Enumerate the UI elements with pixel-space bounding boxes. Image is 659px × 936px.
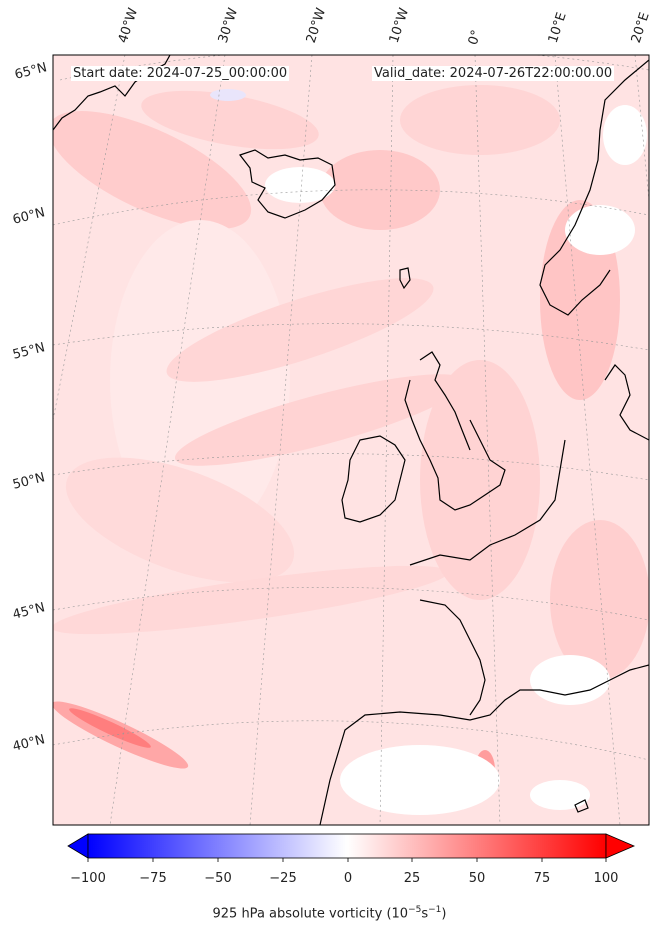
colorbar-tick-marks (87, 858, 607, 862)
map-panel (53, 55, 649, 825)
colorbar-label-exponent-2: −1 (428, 905, 442, 915)
coastlines (53, 55, 649, 825)
norway-coast (539, 59, 649, 316)
colorbar-label-unit: s (421, 906, 429, 922)
colorbar-extend-low (67, 833, 89, 859)
colorbar-tick-label: −50 (204, 871, 232, 886)
colorbar-tick-label: 25 (403, 871, 421, 886)
great-britain-coast (404, 379, 506, 511)
colorbar-tick-label: −25 (269, 871, 297, 886)
colorbar-tick-label: −100 (70, 871, 106, 886)
colorbar-body (87, 833, 607, 859)
valid-date-label: Valid_date: 2024-07-26T22:00:00.00 (372, 66, 615, 81)
balearic-islands (574, 799, 589, 813)
ireland-coast (341, 435, 406, 523)
land-white-areas (265, 105, 647, 815)
colorbar-extend-high (605, 833, 636, 859)
map-frame (52, 54, 650, 826)
colorbar-tick-label: 0 (343, 871, 353, 886)
colorbar-tick-label: 100 (593, 871, 619, 886)
faroe-islands (399, 267, 411, 290)
denmark-coast (604, 364, 649, 441)
colorbar-label-exponent-1: −5 (408, 905, 422, 915)
colorbar-label-close: ) (441, 906, 447, 922)
scotland-coast (419, 351, 471, 451)
iberia-coast (319, 664, 649, 825)
colorbar (67, 833, 636, 862)
start-date-label: Start date: 2024-07-25_00:00:00 (71, 66, 290, 81)
france-coast (409, 439, 566, 566)
colorbar-label: 925 hPa absolute vorticity (10−5s−1) (0, 905, 659, 921)
colorbar-tick-label: −75 (139, 871, 167, 886)
iceland-coast (239, 149, 336, 219)
colorbar-tick-label: 50 (468, 871, 486, 886)
colorbar-label-text: 925 hPa absolute vorticity (10 (212, 906, 409, 922)
biscay-coast (419, 599, 486, 716)
colorbar-tick-label: 75 (533, 871, 551, 886)
